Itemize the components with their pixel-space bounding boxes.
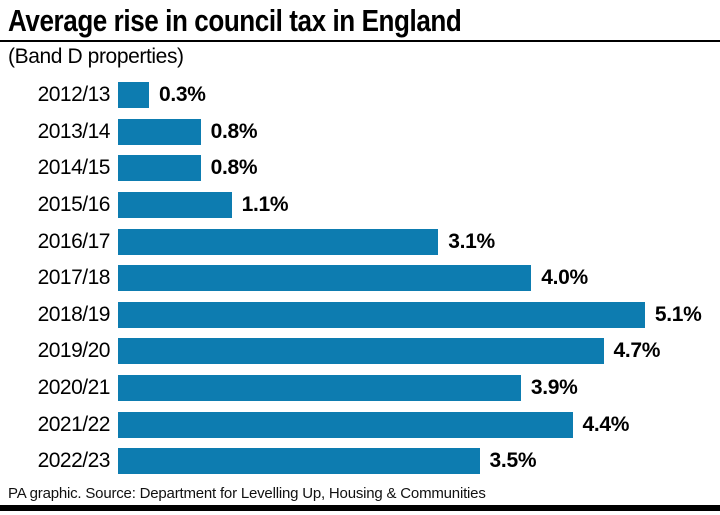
bar-chart: 2012/13 0.3% 2013/14 0.8% 2014/15 0.8% 2015/16… [0,77,720,480]
value-label: 0.3% [158,83,206,107]
value-label: 1.1% [241,193,289,217]
value-label: 3.5% [489,449,537,473]
bar [118,118,201,145]
chart-row: 2019/20 4.7% [0,333,720,370]
bar [118,375,521,402]
year-label: 2012/13 [37,83,111,107]
source-note: PA graphic. Source: Department for Level… [8,484,486,502]
year-label: 2019/20 [37,339,111,363]
value-label: 4.0% [541,266,588,290]
year-label: 2013/14 [37,119,111,143]
value-label: 4.7% [613,339,661,363]
bar [118,301,645,328]
year-label: 2022/23 [37,449,111,473]
chart-title-text: Average rise in council tax in England [8,3,462,38]
bottom-rule [0,505,720,511]
bar [118,411,573,438]
chart-row: 2016/17 3.1% [0,223,720,260]
year-label: 2017/18 [37,266,111,290]
bar [118,82,149,109]
chart-row: 2015/16 1.1% [0,187,720,224]
year-label: 2018/19 [37,302,111,326]
chart-row: 2014/15 0.8% [0,150,720,187]
year-label: 2021/22 [37,412,111,436]
chart-row: 2022/23 3.5% [0,443,720,480]
bar [118,192,232,219]
chart-row: 2017/18 4.0% [0,260,720,297]
value-label: 3.9% [530,376,578,400]
bar [118,448,480,475]
year-label: 2015/16 [37,193,111,217]
chart-subtitle: (Band D properties) [8,45,184,68]
value-label: 3.1% [448,229,495,253]
chart-row: 2013/14 0.8% [0,114,720,151]
chart-title: Average rise in council tax in England [8,2,720,40]
year-label: 2020/21 [37,376,111,400]
chart-row: 2020/21 3.9% [0,370,720,407]
bar [118,155,201,182]
chart-row: 2012/13 0.3% [0,77,720,114]
title-divider [0,40,720,42]
year-label: 2016/17 [37,229,111,253]
value-label: 5.1% [654,302,702,326]
bar [118,265,532,292]
chart-row: 2021/22 4.4% [0,406,720,443]
value-label: 0.8% [210,119,258,143]
chart-row: 2018/19 5.1% [0,297,720,334]
year-label: 2014/15 [37,156,111,180]
value-label: 0.8% [210,156,258,180]
bar [118,228,439,255]
value-label: 4.4% [582,412,630,436]
bar [118,338,604,365]
